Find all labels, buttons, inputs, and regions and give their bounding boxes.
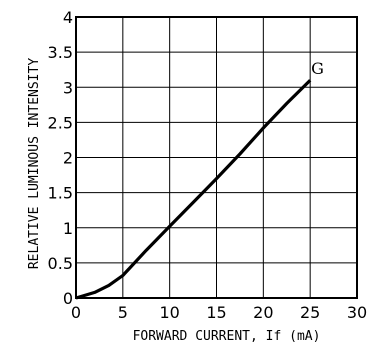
y-tick-label: 3 xyxy=(63,78,73,97)
x-tick-label: 5 xyxy=(118,303,128,322)
y-tick-label: 2 xyxy=(63,149,73,168)
x-axis-label: FORWARD CURRENT, If (mA) xyxy=(133,329,321,344)
y-tick-labels: 0 0.5 1 1.5 2 2.5 3 3.5 4 xyxy=(48,8,73,308)
series-line xyxy=(75,79,312,300)
x-tick-label: 20 xyxy=(253,303,273,322)
x-tick-label: 15 xyxy=(206,303,226,322)
series-layer: G xyxy=(75,59,324,300)
x-tick-label: 25 xyxy=(300,303,320,322)
x-tick-labels: 0 5 10 15 20 25 30 xyxy=(71,303,367,322)
y-tick-label: 0 xyxy=(63,289,73,308)
y-tick-label: 2.5 xyxy=(48,113,73,132)
y-tick-label: 3.5 xyxy=(48,43,73,62)
y-tick-label: 4 xyxy=(63,8,73,27)
x-tick-label: 30 xyxy=(347,303,367,322)
plot-frame xyxy=(75,16,358,299)
grid xyxy=(76,17,357,298)
x-tick-label: 0 xyxy=(71,303,81,322)
y-tick-label: 0.5 xyxy=(48,254,73,273)
y-tick-label: 1.5 xyxy=(48,184,73,203)
y-axis-label: RELATIVE LUMINOUS INTENSITY xyxy=(27,58,42,269)
y-tick-label: 1 xyxy=(63,219,73,238)
x-tick-label: 10 xyxy=(159,303,179,322)
series-label: G xyxy=(311,59,324,78)
